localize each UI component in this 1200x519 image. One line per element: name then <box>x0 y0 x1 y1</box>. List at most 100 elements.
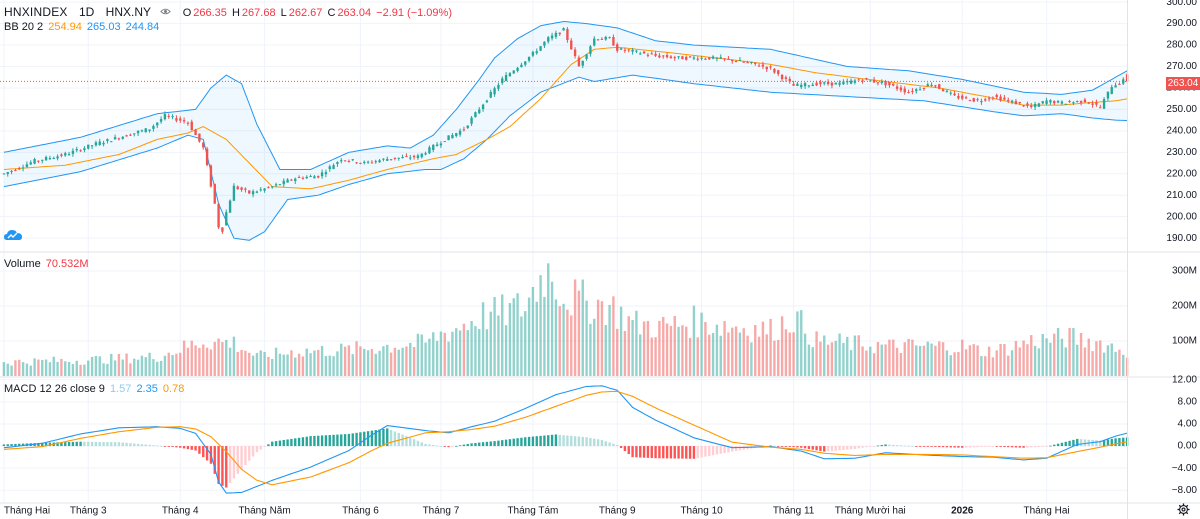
volume-bar <box>792 332 795 376</box>
macd-histogram-bar <box>481 442 485 447</box>
volume-bar <box>577 290 581 376</box>
macd-histogram-bar <box>340 434 343 447</box>
candle-body <box>807 85 811 87</box>
macd-histogram-bar <box>48 442 52 447</box>
volume-bar <box>696 337 699 376</box>
volume-bar <box>317 349 320 376</box>
macd-histogram-bar <box>409 437 412 447</box>
candle-body <box>819 82 822 85</box>
candle-body <box>1118 83 1121 85</box>
macd-histogram-bar <box>94 441 98 447</box>
volume-bar <box>152 359 155 376</box>
macd-histogram-bar <box>1033 446 1037 448</box>
macd-histogram-bar <box>458 445 462 447</box>
volume-bar <box>309 353 312 376</box>
gear-icon[interactable] <box>1177 503 1190 516</box>
volume-bar <box>328 355 331 376</box>
volume-bar <box>1118 349 1121 376</box>
volume-bar <box>754 324 757 376</box>
candle-body <box>581 60 584 66</box>
macd-histogram-bar <box>255 446 259 453</box>
macd-histogram-bar <box>888 444 891 447</box>
macd-histogram-bar <box>819 446 822 451</box>
volume-bar <box>466 330 469 376</box>
volume-bar <box>75 360 78 376</box>
macd-histogram-bar <box>1045 446 1048 447</box>
tradingview-cloud-icon[interactable] <box>4 229 22 241</box>
bb-legend[interactable]: BB 20 2 254.94 265.03 244.84 <box>4 21 161 33</box>
candle-body <box>297 176 301 178</box>
volume-bar <box>278 353 282 376</box>
candle-body <box>504 75 508 81</box>
volume-bar <box>585 300 588 376</box>
macd-histogram-bar <box>332 434 335 447</box>
macd-histogram-bar <box>723 446 726 454</box>
volume-bar <box>593 318 596 376</box>
candle-body <box>1018 101 1021 104</box>
volume-bar <box>803 333 807 376</box>
volume-bar <box>409 342 412 376</box>
candle-body <box>865 77 868 79</box>
volume-bar <box>865 350 868 376</box>
price-tick-label: 240.00 <box>1166 126 1197 137</box>
candle-body <box>236 186 239 190</box>
candle-body <box>535 51 538 54</box>
macd-histogram-bar <box>374 430 377 447</box>
candle-body <box>792 83 795 86</box>
candle-body <box>1110 87 1113 95</box>
candle-body <box>708 57 711 60</box>
candle-body <box>263 188 266 191</box>
macd-histogram-bar <box>535 436 538 447</box>
interval-label[interactable]: 1D <box>78 5 95 19</box>
volume-bar <box>64 361 67 376</box>
candle-body <box>213 183 216 204</box>
signal-line <box>3 390 1128 486</box>
volume-bar <box>393 347 397 376</box>
candle-body <box>734 61 738 63</box>
symbol-name[interactable]: HNXINDEX <box>4 5 68 19</box>
volume-bar <box>382 346 385 376</box>
volume-bar <box>363 348 366 376</box>
time-axis-label: 2026 <box>951 506 974 517</box>
volume-bar <box>796 311 799 376</box>
macd-histogram-bar <box>938 446 941 448</box>
volume-bar <box>665 323 669 376</box>
candle-body <box>1056 100 1060 103</box>
candle-body <box>125 135 128 137</box>
volume-legend[interactable]: Volume 70.532M <box>4 258 91 270</box>
macd-histogram-bar <box>217 446 220 484</box>
macd-histogram-bar <box>324 435 328 447</box>
volume-bar <box>1041 334 1044 376</box>
candle-body <box>1064 103 1067 105</box>
candle-body <box>750 61 753 63</box>
volume-bar <box>531 286 535 376</box>
volume-bar <box>33 358 36 376</box>
axes: 300.00290.00280.00270.00260.00250.00240.… <box>4 0 1198 517</box>
volume-bar <box>225 339 228 376</box>
macd-histogram-bar <box>359 432 362 447</box>
macd-histogram-bar <box>961 446 964 448</box>
macd-legend[interactable]: MACD 12 26 close 9 1.57 2.35 0.78 <box>4 383 186 395</box>
macd-histogram-bar <box>876 445 880 447</box>
candle-body <box>1010 100 1014 103</box>
macd-histogram-bar <box>1076 438 1079 447</box>
volume-bar <box>918 345 922 376</box>
candle-body <box>562 28 565 31</box>
macd-histogram-bar <box>485 441 489 447</box>
candle-body <box>113 137 117 140</box>
volume-bar <box>148 352 151 376</box>
macd-histogram-bar <box>182 446 186 449</box>
volume-bar <box>964 349 968 376</box>
candle-body <box>412 155 416 158</box>
macd-histogram-bar <box>823 446 826 452</box>
eye-icon[interactable] <box>160 6 172 17</box>
macd-histogram-bar <box>432 444 435 447</box>
macd-histogram-bar <box>957 446 960 448</box>
volume-bar <box>1033 345 1037 376</box>
volume-bar <box>838 333 841 376</box>
candle-body <box>961 95 964 99</box>
candle-body <box>328 166 331 169</box>
macd-histogram-bar <box>899 445 903 447</box>
